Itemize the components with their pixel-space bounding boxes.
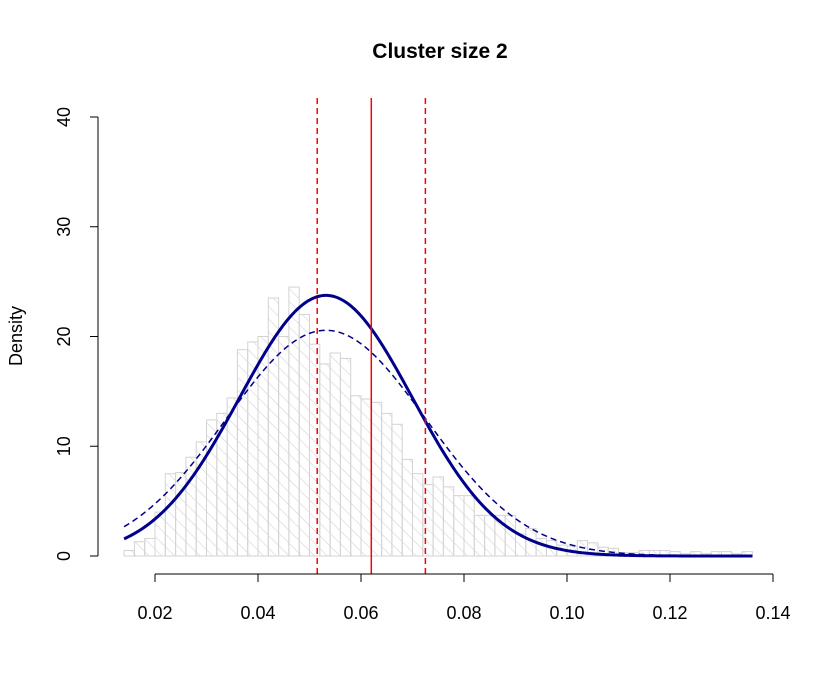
histogram-bar <box>144 537 156 557</box>
x-tick-label: 0.14 <box>755 603 790 623</box>
histogram-bar <box>123 550 135 557</box>
y-tick-label: 20 <box>54 326 74 346</box>
histogram-bar <box>319 363 331 557</box>
histogram-bar <box>175 472 187 557</box>
histogram-bar <box>360 398 372 557</box>
y-tick-label: 0 <box>54 551 74 561</box>
histogram-bar <box>391 423 403 557</box>
reference-lines <box>316 98 427 574</box>
histogram-bar <box>473 514 486 557</box>
histogram-bar <box>401 458 414 557</box>
histogram-bar <box>309 343 321 557</box>
chart-title: Cluster size 2 <box>372 40 507 63</box>
histogram-bar <box>133 541 146 557</box>
density-curves <box>123 293 753 558</box>
histogram-bar <box>339 357 352 557</box>
x-axis: 0.02 0.04 0.06 0.08 0.10 0.12 0.14 <box>137 573 791 623</box>
x-tick-label: 0.06 <box>343 603 378 623</box>
histogram-bar <box>422 484 434 557</box>
histogram-bar <box>412 473 424 557</box>
x-tick-label: 0.12 <box>652 603 687 623</box>
y-axis-label: Density <box>6 306 26 366</box>
histogram-bar <box>226 397 238 557</box>
histogram-bar <box>298 314 311 557</box>
histogram-bar <box>350 395 362 557</box>
histogram-bar <box>381 412 393 557</box>
x-tick-label: 0.04 <box>240 603 275 623</box>
x-tick-label: 0.02 <box>137 603 172 623</box>
histogram-bar <box>288 286 300 557</box>
y-tick-label: 10 <box>54 436 74 456</box>
histogram-bar <box>329 352 341 557</box>
histogram-bar <box>370 401 383 557</box>
histogram-bar <box>236 349 249 557</box>
y-axis: 0 10 20 30 40 <box>54 107 99 561</box>
density-curve-dashed <box>123 329 753 557</box>
histogram-bar <box>463 495 475 557</box>
histogram-bars <box>123 286 753 557</box>
x-tick-label: 0.10 <box>549 603 584 623</box>
histogram-bar <box>504 514 517 557</box>
histogram-bar <box>484 514 496 557</box>
y-tick-label: 40 <box>54 107 74 127</box>
histogram-bar <box>535 537 547 557</box>
density-curve-solid <box>123 293 753 558</box>
histogram-bar <box>278 336 290 557</box>
histogram-bar <box>432 476 444 557</box>
x-tick-label: 0.08 <box>446 603 481 623</box>
histogram-bar <box>442 486 455 557</box>
histogram-bar <box>453 495 465 557</box>
y-tick-label: 30 <box>54 217 74 237</box>
histogram-bar <box>257 336 269 557</box>
